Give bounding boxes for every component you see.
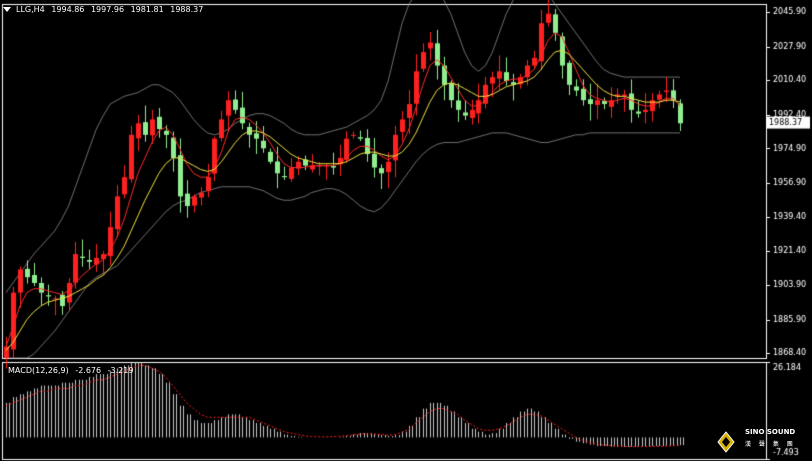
sino-sound-logo-icon	[717, 431, 735, 453]
chart-menu-icon[interactable]	[3, 7, 11, 12]
macd-signal-value: -3.219	[107, 366, 134, 375]
watermark-name: SINO SOUND	[745, 428, 796, 436]
open-value: 1994.86	[51, 5, 85, 14]
macd-header: MACD(12,26,9) -2.676 -3.219	[8, 366, 137, 376]
chart-header: LLG,H4 1994.86 1997.96 1981.81 1988.37	[16, 5, 207, 15]
close-value: 1988.37	[170, 5, 204, 14]
low-value: 1981.81	[130, 5, 164, 14]
watermark-sub: 漢 聲 集 團	[745, 441, 796, 448]
symbol-label: LLG,H4	[16, 5, 45, 14]
macd-label: MACD(12,26,9)	[8, 366, 69, 375]
high-value: 1997.96	[90, 5, 125, 14]
macd-value: -2.676	[75, 366, 102, 375]
